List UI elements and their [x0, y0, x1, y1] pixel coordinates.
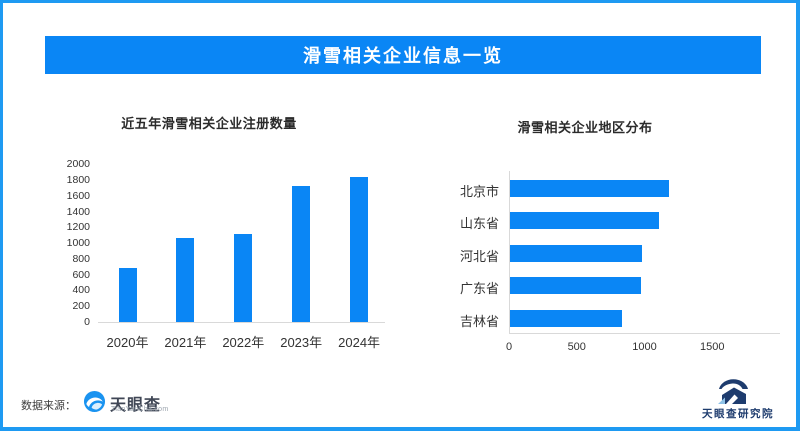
- y-tick-label: 1400: [66, 205, 90, 218]
- region-category-label: 吉林省: [459, 313, 499, 329]
- tianyancha-logo-icon: [83, 390, 106, 413]
- title-banner: 滑雪相关企业信息一览: [45, 36, 761, 74]
- x-tick-label: 1000: [632, 341, 657, 353]
- y-tick-label: 1200: [66, 221, 90, 234]
- x-tick-label: 0: [505, 341, 513, 353]
- region-chart-title: 滑雪相关企业地区分布: [517, 120, 653, 135]
- x-category-label: 2021年: [164, 335, 207, 350]
- x-tick-label: 500: [567, 341, 586, 353]
- y-axis-line: [509, 171, 510, 333]
- region-category-label: 河北省: [459, 248, 499, 264]
- region-bar-吉林省: [510, 309, 623, 327]
- x-category-label: 2022年: [222, 335, 265, 350]
- region-bar-广东省: [510, 277, 641, 295]
- registration-bar-2022年: [234, 233, 253, 322]
- region-bar-河北省: [510, 244, 643, 262]
- y-tick-label: 800: [72, 252, 90, 265]
- x-axis-line: [98, 322, 385, 323]
- tianyancha-domain-text: TianYanCha.com: [111, 406, 169, 413]
- region-bar-山东省: [510, 212, 660, 230]
- registration-bar-2023年: [292, 185, 311, 322]
- registration-chart-title: 近五年滑雪相关企业注册数量: [121, 116, 297, 131]
- x-category-label: 2023年: [280, 335, 323, 350]
- tianyancha-logo-text: 天眼查: [110, 397, 162, 414]
- y-tick-label: 1000: [66, 237, 90, 250]
- x-category-label: 2024年: [338, 335, 381, 350]
- region-category-label: 广东省: [459, 281, 499, 297]
- y-tick-label: 1800: [66, 174, 90, 187]
- registration-bar-2021年: [176, 238, 195, 322]
- x-tick-label: 1500: [700, 341, 725, 353]
- research-institute-text: 天眼查研究院: [702, 408, 774, 420]
- y-tick-label: 400: [72, 284, 90, 297]
- y-tick-label: 0: [84, 316, 90, 328]
- region-category-label: 北京市: [459, 184, 499, 199]
- y-tick-label: 200: [72, 300, 90, 313]
- y-tick-label: 1600: [66, 189, 90, 202]
- y-tick-label: 600: [72, 268, 90, 281]
- data-source-label: 数据来源：: [21, 400, 76, 412]
- region-bar-北京市: [510, 180, 669, 197]
- y-tick-label: 2000: [66, 158, 90, 171]
- research-institute-logo-icon: [718, 379, 748, 404]
- x-axis-line: [509, 333, 780, 334]
- registration-bar-2024年: [350, 177, 369, 322]
- registration-bar-2020年: [118, 267, 137, 322]
- x-category-label: 2020年: [106, 335, 149, 350]
- page-title: 滑雪相关企业信息一览: [303, 46, 503, 66]
- region-category-label: 山东省: [459, 216, 499, 232]
